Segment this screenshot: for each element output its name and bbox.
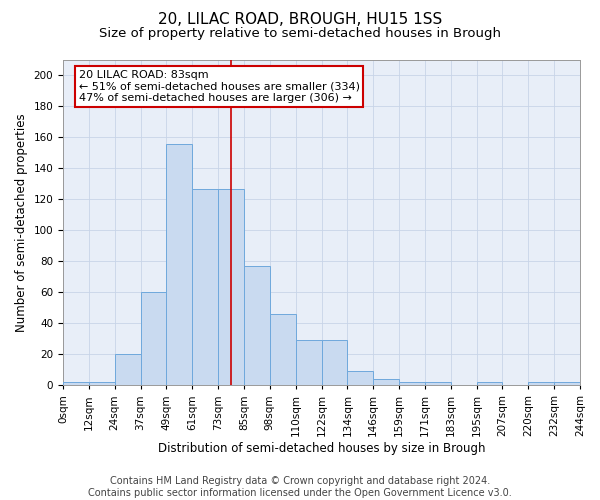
Text: 20 LILAC ROAD: 83sqm
← 51% of semi-detached houses are smaller (334)
47% of semi: 20 LILAC ROAD: 83sqm ← 51% of semi-detac… bbox=[79, 70, 359, 103]
X-axis label: Distribution of semi-detached houses by size in Brough: Distribution of semi-detached houses by … bbox=[158, 442, 485, 455]
Bar bbox=[529, 382, 554, 386]
Bar bbox=[115, 354, 140, 386]
Bar bbox=[218, 188, 244, 386]
Bar bbox=[140, 292, 166, 386]
Bar bbox=[244, 266, 270, 386]
Bar bbox=[192, 188, 218, 386]
Text: 20, LILAC ROAD, BROUGH, HU15 1SS: 20, LILAC ROAD, BROUGH, HU15 1SS bbox=[158, 12, 442, 28]
Bar bbox=[322, 340, 347, 386]
Text: Contains HM Land Registry data © Crown copyright and database right 2024.
Contai: Contains HM Land Registry data © Crown c… bbox=[88, 476, 512, 498]
Bar bbox=[270, 314, 296, 386]
Bar bbox=[373, 379, 399, 386]
Bar bbox=[554, 382, 580, 386]
Bar bbox=[63, 382, 89, 386]
Text: Size of property relative to semi-detached houses in Brough: Size of property relative to semi-detach… bbox=[99, 28, 501, 40]
Bar bbox=[166, 144, 192, 386]
Bar bbox=[476, 382, 502, 386]
Bar bbox=[89, 382, 115, 386]
Bar bbox=[347, 372, 373, 386]
Bar bbox=[296, 340, 322, 386]
Y-axis label: Number of semi-detached properties: Number of semi-detached properties bbox=[15, 114, 28, 332]
Bar bbox=[425, 382, 451, 386]
Bar bbox=[399, 382, 425, 386]
